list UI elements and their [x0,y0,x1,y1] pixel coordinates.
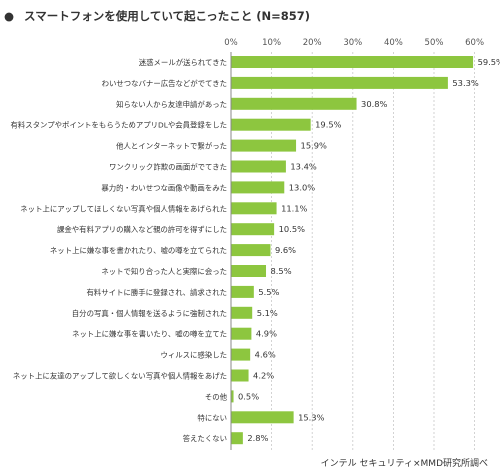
value-label: 4.2% [253,371,274,381]
bar [231,118,311,131]
x-tick-label: 50% [425,38,444,48]
bars [231,56,474,445]
grid-lines [271,52,476,450]
category-label: 課金や有料アプリの購入など親の許可を得ずにした [57,225,227,234]
category-label: 暴力的・わいせつな画像や動画をみた [101,183,227,192]
value-label: 0.5% [238,391,259,401]
category-label: わいせつなバナー広告などがでてきた [102,79,227,88]
category-label: ネット上にアップしてほしくない写真や個人情報をあげられた [20,204,227,213]
value-label: 8.5% [271,266,292,276]
value-label: 4.9% [256,329,277,339]
bar [231,160,286,173]
bar [231,411,294,424]
category-label: ウィルスに感染した [160,351,227,360]
category-label: ネット上に嫌な事を書いたり、嘘の噂を立てた [72,330,227,339]
value-label: 10.5% [279,224,305,234]
value-labels: 59.5% 53.3% 30.8% 19.5% 15.9% 13.4% 13.0% 11.1%… [238,57,500,443]
category-label: 他人とインターネットで繋がった [116,142,227,151]
bar [231,244,271,257]
bar [231,265,267,277]
value-label: 15.3% [298,412,324,422]
value-label: 13.0% [289,182,315,192]
bar [231,306,253,319]
bar [231,348,251,361]
bar [231,202,277,215]
x-axis-ticks: 0%10%20%30%40%50%60%70% [224,38,484,48]
bar [231,432,243,445]
category-label: ネットで知り合った人と実際に会った [101,267,227,276]
value-label: 15.9% [301,141,327,151]
category-labels: 迷惑メールが送られてきたわいせつなバナー広告などがでてきた知らない人から友達申請… [10,58,227,443]
value-label: 5.5% [258,287,279,297]
value-label: 53.3% [452,78,478,88]
category-label: 有料サイトに勝手に登録され、請求された [87,288,228,297]
value-label: 19.5% [315,120,341,130]
bar [231,223,275,236]
value-label: 5.1% [257,308,278,318]
bar [231,56,474,68]
value-label: 30.8% [361,99,387,109]
x-tick-label: 0% [224,38,238,48]
value-label: 2.8% [247,433,268,443]
chart-title-text: スマートフォンを使用していて起こったこと (N=857) [24,9,310,23]
bar [231,285,254,298]
category-label: 特にない [197,413,227,422]
bar [231,390,234,403]
bar [231,97,357,110]
bar [231,369,249,382]
x-tick-label: 30% [343,38,362,48]
value-label: 13.4% [290,162,316,172]
category-label: ワンクリック詐欺の画面がでてきた [109,163,227,172]
category-label: 迷惑メールが送られてきた [139,58,227,67]
x-tick-label: 40% [384,38,403,48]
value-label: 9.6% [275,245,296,255]
value-label: 59.5% [478,57,500,67]
bar [231,181,285,194]
chart-title: ● スマートフォンを使用していて起こったこと (N=857) [4,8,310,24]
category-label: ネット上に嫌な事を書かれたり、嘘の噂を立てられた [50,246,227,255]
value-label: 11.1% [281,203,307,213]
x-tick-label: 60% [465,38,484,48]
category-label: その他 [205,392,228,401]
x-tick-label: 10% [262,38,281,48]
category-label: ネット上に友達のアップして欲しくない写真や個人情報をあげた [13,372,227,381]
chart-source: インテル セキュリティ×MMD研究所調べ [320,459,488,469]
value-label: 4.6% [255,350,276,360]
category-label: 答えたくない [183,434,227,443]
category-label: 知らない人から友達申請があった [116,100,227,109]
category-label: 有料スタンプやポイントをもらうためアプリDLや会員登録をした [10,121,227,130]
bar [231,139,297,152]
bar [231,76,448,89]
category-label: 自分の写真・個人情報を送るように強制された [72,309,227,318]
x-tick-label: 20% [303,38,322,48]
bar [231,327,252,340]
title-bullet: ● [4,9,15,23]
